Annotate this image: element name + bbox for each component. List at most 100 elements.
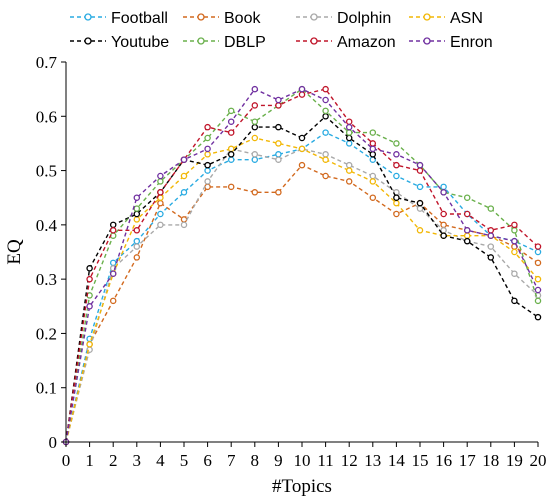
x-tick-label: 10 bbox=[294, 451, 311, 470]
series-line-enron bbox=[65, 88, 539, 443]
data-point bbox=[227, 183, 235, 191]
data-point bbox=[204, 134, 211, 142]
data-point bbox=[157, 178, 164, 185]
data-point bbox=[275, 123, 282, 131]
legend-label: Amazon bbox=[337, 34, 396, 51]
data-point bbox=[180, 156, 188, 163]
data-point bbox=[416, 199, 424, 207]
data-point bbox=[345, 118, 353, 125]
data-point bbox=[133, 254, 141, 261]
data-point bbox=[534, 248, 542, 256]
data-point bbox=[369, 172, 377, 180]
data-point bbox=[393, 194, 400, 201]
data-point bbox=[180, 216, 188, 223]
data-point bbox=[109, 259, 117, 267]
data-point bbox=[251, 156, 259, 163]
data-point bbox=[463, 232, 471, 239]
data-point bbox=[393, 210, 400, 218]
data-point bbox=[204, 167, 211, 174]
data-point bbox=[251, 118, 259, 125]
data-point bbox=[393, 172, 400, 180]
x-tick-label: 0 bbox=[62, 451, 71, 470]
data-point bbox=[463, 227, 471, 234]
x-tick-label: 3 bbox=[133, 451, 142, 470]
data-point bbox=[463, 194, 471, 201]
data-point bbox=[133, 210, 141, 218]
data-point bbox=[157, 210, 164, 218]
data-point bbox=[109, 227, 117, 234]
legend-swatch-marker bbox=[423, 13, 431, 21]
data-point bbox=[440, 232, 447, 239]
data-point bbox=[369, 151, 377, 158]
data-point bbox=[487, 232, 495, 239]
data-point bbox=[109, 270, 117, 277]
legend-swatch-marker bbox=[423, 37, 431, 45]
data-point bbox=[322, 96, 329, 104]
data-point bbox=[416, 161, 424, 169]
legend-item-dblp: DBLP bbox=[183, 34, 266, 51]
data-point bbox=[345, 140, 353, 147]
legend-label: DBLP bbox=[224, 34, 266, 51]
data-point bbox=[416, 205, 424, 212]
data-point bbox=[393, 161, 400, 169]
data-point bbox=[511, 237, 518, 245]
data-point bbox=[298, 134, 306, 142]
legend-item-book: Book bbox=[183, 10, 261, 27]
data-point bbox=[275, 102, 282, 109]
data-point bbox=[322, 172, 329, 180]
legend-label: Dolphin bbox=[337, 10, 391, 27]
data-point bbox=[109, 297, 117, 305]
data-point bbox=[133, 227, 141, 234]
data-point bbox=[463, 237, 471, 245]
data-point bbox=[487, 243, 495, 250]
data-point bbox=[322, 85, 329, 93]
data-point bbox=[440, 189, 447, 196]
x-tick-label: 5 bbox=[180, 451, 189, 470]
data-point bbox=[204, 161, 211, 169]
data-point bbox=[511, 227, 518, 234]
data-point bbox=[157, 199, 164, 207]
data-point bbox=[251, 189, 259, 196]
x-tick-label: 4 bbox=[156, 451, 165, 470]
x-tick-label: 12 bbox=[341, 451, 358, 470]
data-point bbox=[251, 123, 259, 131]
data-point bbox=[534, 259, 542, 267]
data-point bbox=[298, 91, 306, 98]
data-point bbox=[322, 151, 329, 158]
data-point bbox=[298, 161, 306, 169]
data-point bbox=[251, 85, 259, 93]
data-point bbox=[345, 178, 353, 185]
legend-swatch-marker bbox=[197, 37, 205, 45]
data-point bbox=[345, 167, 353, 174]
data-point bbox=[251, 151, 259, 158]
data-point bbox=[487, 205, 495, 212]
series-youtube bbox=[62, 113, 542, 446]
series-line-asn bbox=[65, 137, 539, 443]
data-point bbox=[275, 140, 282, 147]
legend-item-amazon: Amazon bbox=[296, 34, 396, 51]
data-point bbox=[133, 216, 141, 223]
data-point bbox=[275, 96, 282, 104]
data-point bbox=[322, 113, 329, 120]
y-tick-label: 0.7 bbox=[36, 53, 58, 72]
x-tick-label: 2 bbox=[109, 451, 118, 470]
x-tick-label: 1 bbox=[85, 451, 94, 470]
legend-label: Youtube bbox=[111, 34, 169, 51]
axes: EQ #Topics 00.10.20.30.40.50.60.70 1 2 3 4 5 6… bbox=[4, 53, 547, 497]
data-point bbox=[204, 151, 211, 158]
data-point bbox=[86, 265, 93, 272]
data-point bbox=[298, 145, 306, 153]
data-point bbox=[180, 221, 188, 229]
data-point bbox=[251, 134, 259, 142]
y-tick-label: 0.2 bbox=[36, 324, 57, 343]
data-point bbox=[133, 243, 141, 250]
data-point bbox=[86, 303, 93, 310]
data-point bbox=[345, 161, 353, 169]
data-point bbox=[298, 85, 306, 93]
legend-item-youtube: Youtube bbox=[70, 34, 169, 51]
data-point bbox=[322, 129, 329, 136]
x-tick-label: 9 bbox=[274, 451, 283, 470]
data-point bbox=[227, 145, 235, 153]
data-point bbox=[487, 227, 495, 234]
y-tick-label: 0.6 bbox=[36, 107, 57, 126]
